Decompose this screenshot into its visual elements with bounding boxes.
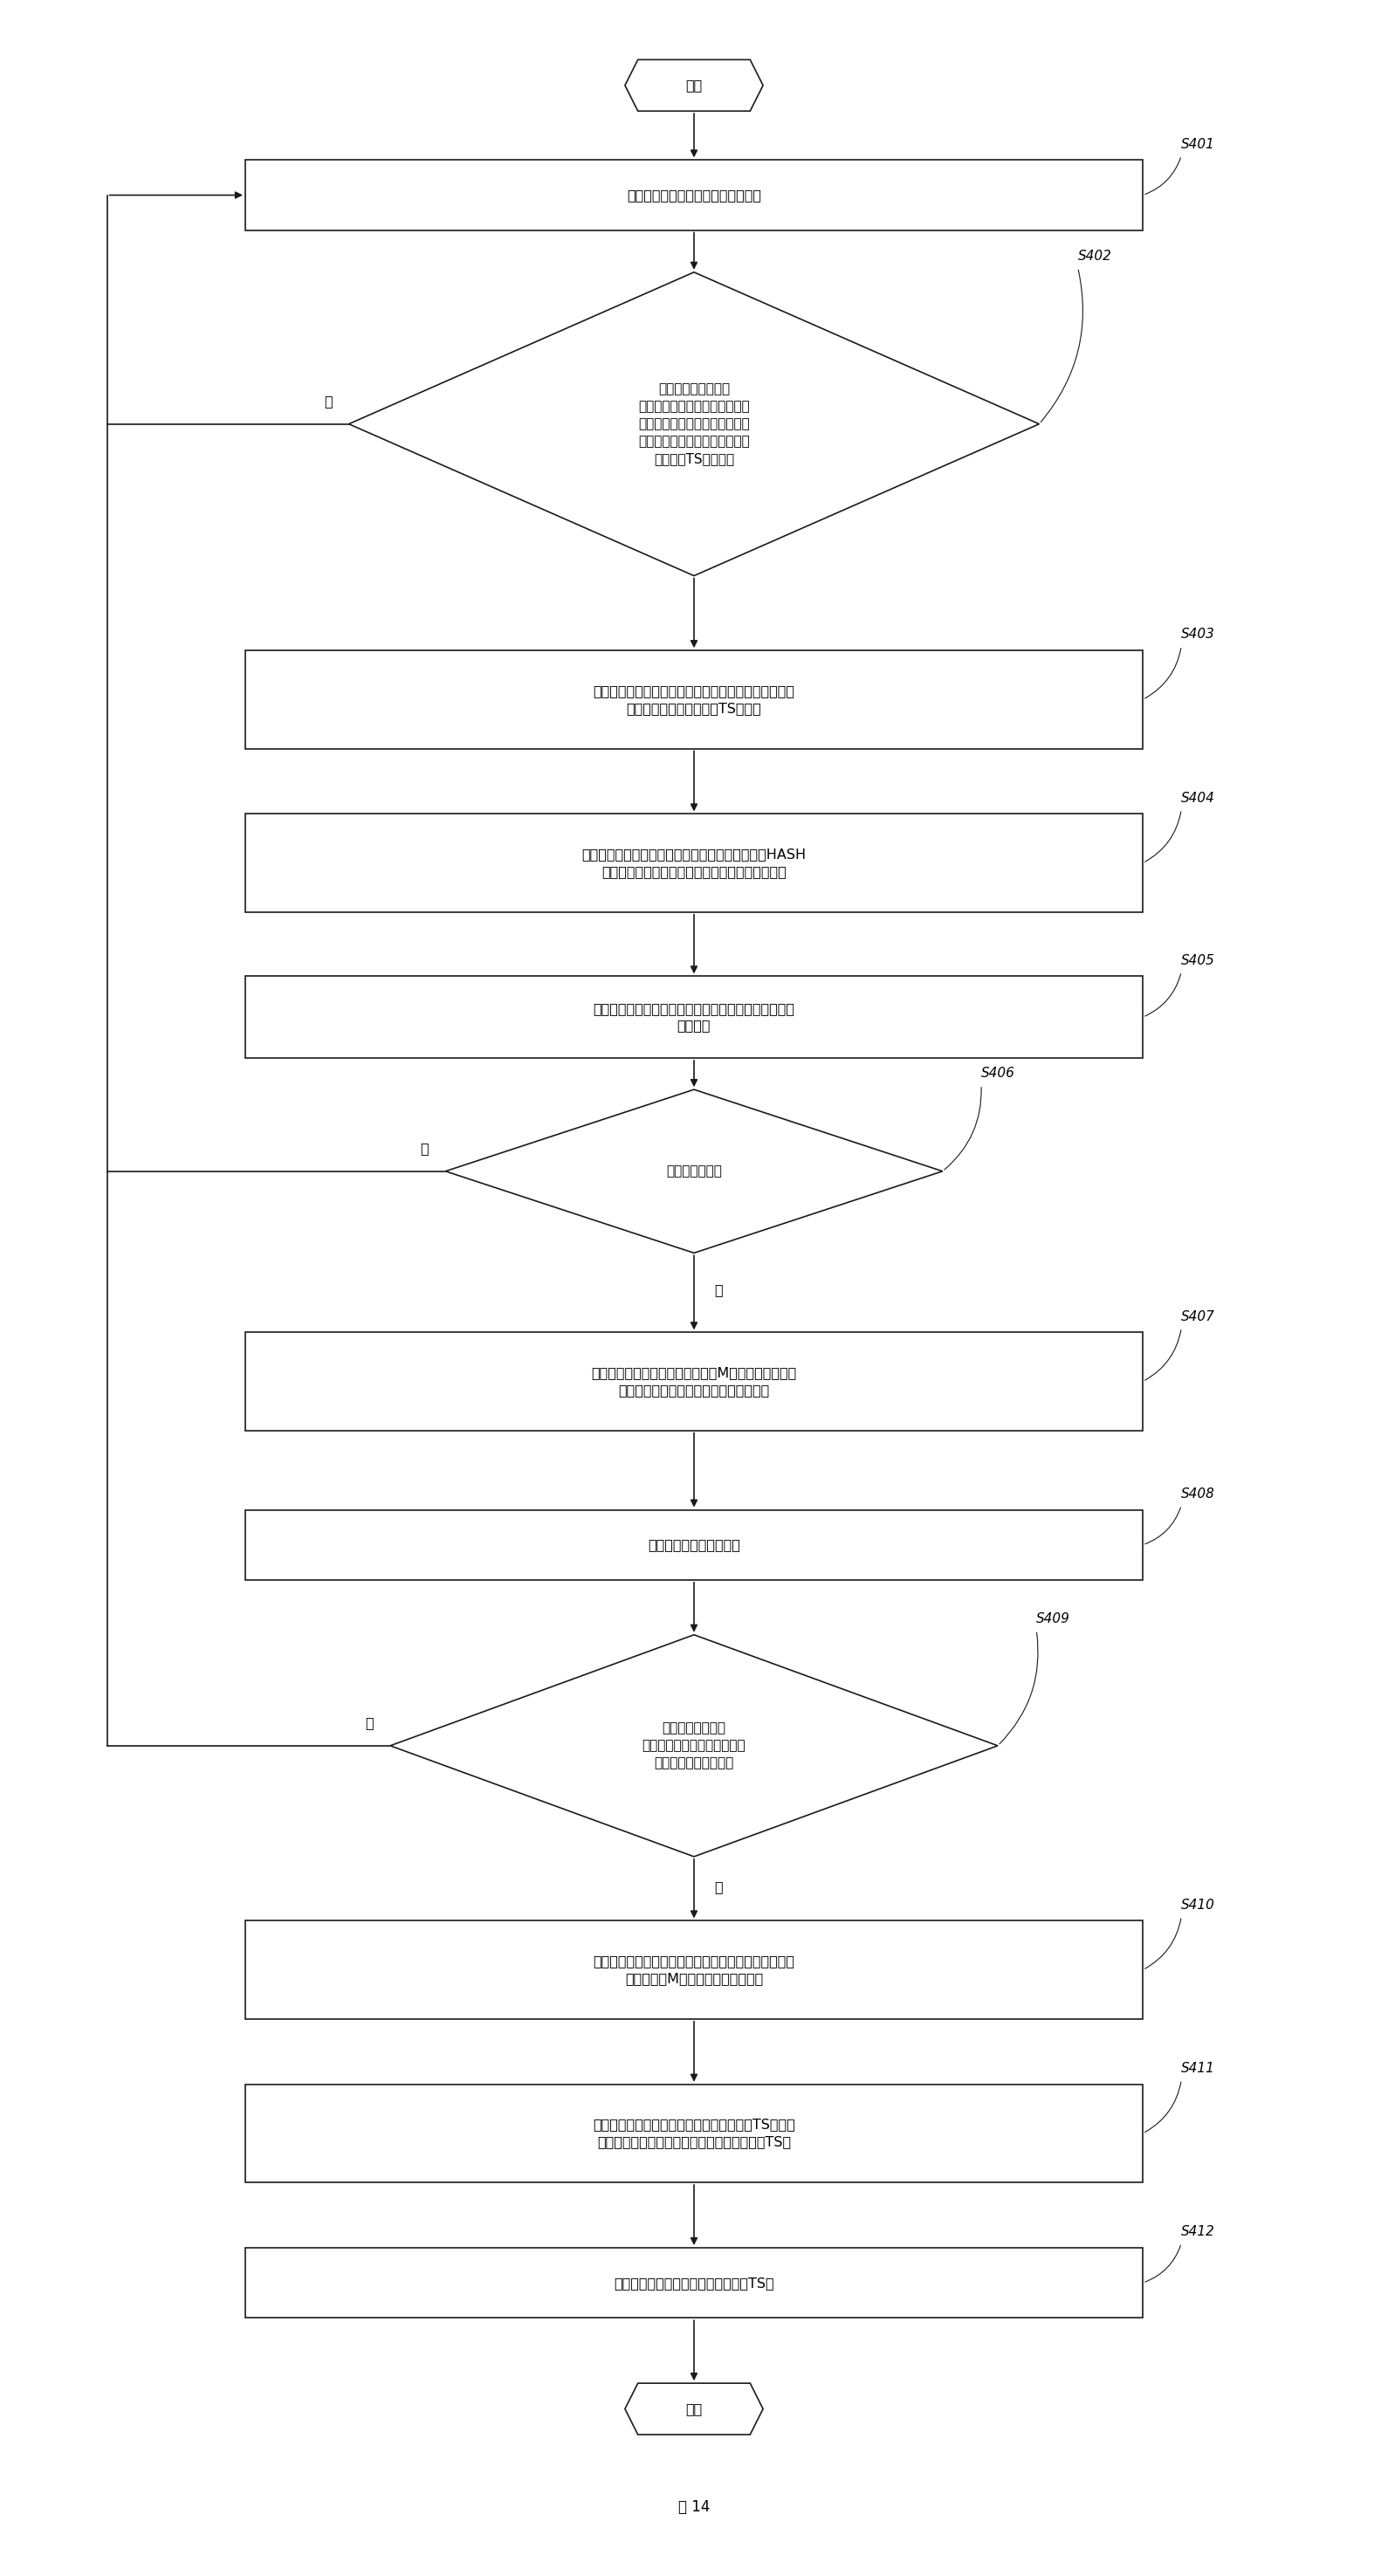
Bar xyxy=(246,976,1142,1059)
Text: 否: 否 xyxy=(715,1880,723,1893)
Polygon shape xyxy=(348,273,1040,577)
Text: S404: S404 xyxy=(1181,791,1216,804)
Polygon shape xyxy=(625,2383,763,2434)
Bar xyxy=(246,2084,1142,2182)
Text: 开始: 开始 xyxy=(686,80,702,93)
Text: 结束: 结束 xyxy=(686,2403,702,2416)
Text: S407: S407 xyxy=(1181,1311,1216,1324)
Bar xyxy=(246,814,1142,912)
Polygon shape xyxy=(625,59,763,111)
Bar xyxy=(246,1332,1142,1430)
Text: 机顶盒采用预置的第二密钥对所述元数据文件进行HASH
加密，获得所请求回放的录制节目的回放校验文件: 机顶盒采用预置的第二密钥对所述元数据文件进行HASH 加密，获得所请求回放的录制… xyxy=(582,848,806,878)
Text: S410: S410 xyxy=(1181,1899,1216,1911)
Text: 机顶盒将第二随机数作为第三密钥，对所述TS流文件
进行对称解密，获得所请求回放的录制节目的TS流: 机顶盒将第二随机数作为第三密钥，对所述TS流文件 进行对称解密，获得所请求回放的… xyxy=(593,2117,795,2148)
Text: 是: 是 xyxy=(365,1716,373,1728)
Text: 图 14: 图 14 xyxy=(679,2499,709,2514)
Text: 是: 是 xyxy=(715,1283,723,1296)
Text: 是否匹配成功？: 是否匹配成功？ xyxy=(666,1164,722,1177)
Polygon shape xyxy=(390,1636,998,1857)
Text: S412: S412 xyxy=(1181,2226,1216,2239)
Text: S409: S409 xyxy=(1037,1613,1070,1625)
Bar xyxy=(246,2249,1142,2318)
Bar xyxy=(246,1922,1142,2020)
Bar xyxy=(246,652,1142,750)
Text: S403: S403 xyxy=(1181,629,1216,641)
Bar xyxy=(246,160,1142,229)
Text: 否: 否 xyxy=(323,394,332,407)
Text: S411: S411 xyxy=(1181,2061,1216,2074)
Text: 机顶盒采用预置的第一密钥对所述第一随机数进行对称
加密，获得M字节长度的第二随机数: 机顶盒采用预置的第一密钥对所述第一随机数进行对称 加密，获得M字节长度的第二随机… xyxy=(593,1955,795,1986)
Text: 机顶盒从存储设备中读取所请求回放的录制节目的元数
据文件、录制校验文件及TS流文件: 机顶盒从存储设备中读取所请求回放的录制节目的元数 据文件、录制校验文件及TS流文… xyxy=(593,685,795,714)
Text: S408: S408 xyxy=(1181,1486,1216,1499)
Text: S406: S406 xyxy=(981,1066,1015,1079)
Text: 否: 否 xyxy=(421,1141,429,1154)
Text: 机顶盒获取当前系统时间: 机顶盒获取当前系统时间 xyxy=(648,1538,740,1551)
Polygon shape xyxy=(446,1090,942,1252)
Text: S402: S402 xyxy=(1078,250,1112,263)
Text: S405: S405 xyxy=(1181,953,1216,966)
Text: 机顶盒比对当前系
统时间是否达到所请求回放的
录制节目的失效时间？: 机顶盒比对当前系 统时间是否达到所请求回放的 录制节目的失效时间？ xyxy=(643,1721,745,1770)
Text: 机顶盒预先设置第一密钥和第二密钥: 机顶盒预先设置第一密钥和第二密钥 xyxy=(627,188,761,201)
Text: 机顶盒播放所请求回放的录制节目的TS流: 机顶盒播放所请求回放的录制节目的TS流 xyxy=(613,2277,775,2290)
Text: 当接收到用户的录制
节目回放请求时，机顶盒检测存
储设备中是否包含所请求回放的
录制节目的元数据文件、录制校
验文件及TS流文件？: 当接收到用户的录制 节目回放请求时，机顶盒检测存 储设备中是否包含所请求回放的 … xyxy=(638,384,750,466)
Text: 机顶盒将所述回放检验文件与读取的所述录制校验文件
进行匹配: 机顶盒将所述回放检验文件与读取的所述录制校验文件 进行匹配 xyxy=(593,1002,795,1033)
Bar xyxy=(246,1510,1142,1579)
Text: S401: S401 xyxy=(1181,137,1216,152)
Text: 机顶盒解析所述元数据文件，获得M字节长度的第一随
机数和所请求回放的录制节目的失效时间: 机顶盒解析所述元数据文件，获得M字节长度的第一随 机数和所请求回放的录制节目的失… xyxy=(591,1365,797,1396)
